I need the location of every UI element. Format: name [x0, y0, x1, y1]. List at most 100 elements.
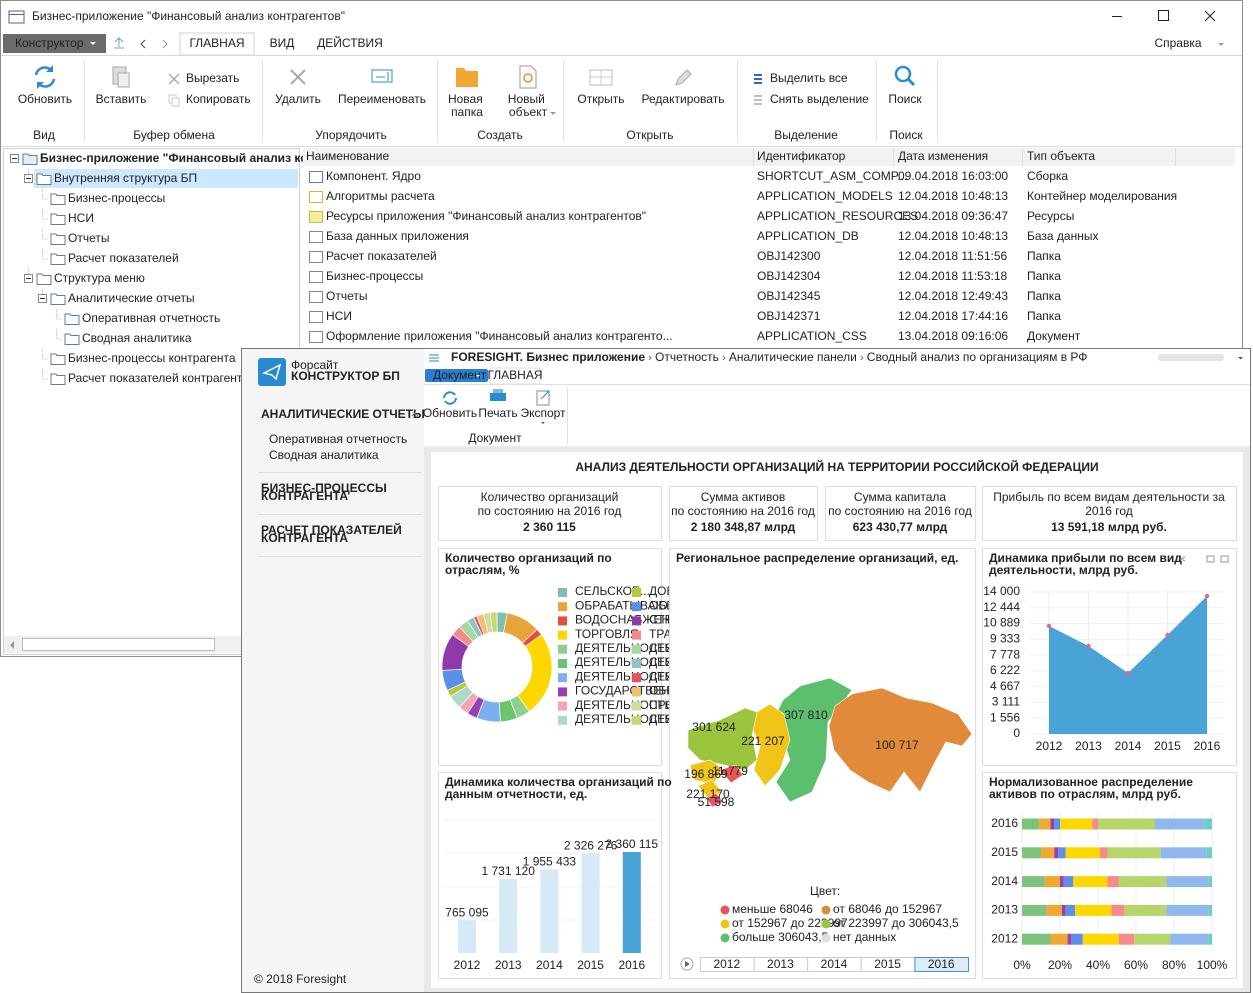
tree-icon	[50, 293, 66, 305]
ribbon-button[interactable]: Выделить все	[770, 71, 848, 85]
ribbon-tab[interactable]: ВИД	[270, 36, 295, 50]
kpi-card	[825, 486, 976, 541]
ribbon-button[interactable]: Поиск	[888, 92, 922, 106]
tree-item[interactable]: Бизнес-приложение "Финансовый анализ ко	[40, 151, 308, 165]
ribbon-button[interactable]: Снять выделение	[770, 92, 869, 106]
help-menu[interactable]: Справка	[1154, 36, 1201, 50]
table-cell[interactable]: Отчеты	[326, 289, 367, 303]
ribbon-button[interactable]: Новая папка	[448, 92, 486, 119]
ribbon-button[interactable]: Новый объект	[508, 92, 548, 119]
mode-button[interactable]	[3, 34, 106, 53]
ribbon-button[interactable]: Вырезать	[186, 71, 239, 85]
tree-item[interactable]: Оперативная отчетность	[82, 311, 220, 325]
x-tick-label: 2013	[495, 958, 522, 972]
ribbon-button[interactable]: Удалить	[275, 92, 321, 106]
legend-label: ДОБ	[649, 584, 674, 598]
ribbon-tab[interactable]: ГЛАВНАЯ	[189, 36, 244, 50]
toolbar-button[interactable]: Обновить	[423, 406, 477, 420]
column-header[interactable]: Идентификатор	[757, 149, 846, 163]
button-icon	[168, 73, 180, 85]
nav-section[interactable]: БИЗНЕС-ПРОЦЕССЫ	[261, 481, 387, 495]
map-region[interactable]	[687, 707, 758, 771]
column-header[interactable]: Наименование	[306, 149, 390, 163]
table-cell[interactable]: Расчет показателей	[326, 249, 437, 263]
kpi-label: Сумма активов	[701, 490, 786, 504]
ribbon-button[interactable]: Вставить	[96, 92, 147, 106]
nav-item[interactable]: Оперативная отчетность	[269, 432, 407, 446]
map-region[interactable]	[751, 703, 791, 787]
table-cell: 13.04.2018 09:16:06	[898, 329, 1008, 343]
legend-label: ДЕЯ	[649, 655, 674, 669]
bar-segment	[1054, 818, 1060, 830]
ribbon-tab[interactable]: ГЛАВНАЯ	[487, 368, 542, 382]
breadcrumb-item[interactable]: FORESIGHT. Бизнес приложение	[451, 350, 645, 364]
table-cell[interactable]: Ресурсы приложения "Финансовый анализ ко…	[326, 209, 646, 223]
button-icon	[754, 74, 762, 84]
nav-back[interactable]	[140, 39, 146, 49]
legend-label: ДЕЯТЕЛЬНОСТЬ	[575, 712, 672, 726]
table-cell[interactable]: Алгоритмы расчета	[326, 189, 435, 203]
document-menu[interactable]	[425, 369, 488, 382]
breadcrumb-item[interactable]: Сводный анализ по организациям в РФ	[867, 350, 1088, 364]
nav-item[interactable]: Сводная аналитика	[269, 448, 379, 462]
nav-section[interactable]: КОНТРАГЕНТА	[261, 489, 348, 503]
x-tick-label: 20%	[1048, 958, 1072, 972]
ribbon-button[interactable]: Обновить	[18, 92, 72, 106]
table-cell[interactable]: Компонент. Ядро	[326, 169, 421, 183]
button-icon	[371, 69, 393, 83]
chart-title: Динамика количества организаций по	[445, 775, 672, 789]
nav-up[interactable]	[114, 37, 124, 49]
ribbon-button[interactable]: Редактировать	[642, 92, 725, 106]
table-cell[interactable]: НСИ	[326, 309, 352, 323]
toolbar-button[interactable]: Экспорт	[520, 406, 566, 420]
bar-segment	[1075, 904, 1112, 916]
nav-section[interactable]: АНАЛИТИЧЕСКИЕ ОТЧЕТЫ	[261, 407, 425, 421]
y-tick-label: 2012	[991, 931, 1018, 945]
kpi-card	[669, 486, 818, 541]
map-region[interactable]	[828, 687, 973, 793]
tree-item[interactable]: Структура меню	[54, 271, 145, 285]
legend-swatch	[632, 588, 641, 597]
table-cell: Контейнер моделирования	[1027, 189, 1177, 203]
legend-swatch	[558, 602, 567, 612]
nav-section[interactable]: КОНТРАГЕНТА	[261, 531, 348, 545]
year-button[interactable]	[914, 957, 970, 972]
ribbon-tab[interactable]: ДЕЙСТВИЯ	[317, 35, 383, 50]
tree-item[interactable]: Бизнес-процессы контрагента	[68, 351, 236, 365]
maximize-button[interactable]	[1158, 10, 1169, 21]
tree-scroll-thumb[interactable]	[22, 638, 215, 651]
legend-label: ПРО	[649, 698, 675, 712]
nav-forward[interactable]	[162, 39, 168, 49]
table-cell[interactable]: Бизнес-процессы	[326, 269, 423, 283]
tree-item[interactable]: НСИ	[68, 211, 94, 225]
toolbar-button[interactable]: Печать	[478, 406, 517, 420]
point	[1204, 593, 1210, 599]
map-region[interactable]	[719, 764, 744, 784]
tree-item[interactable]: Отчеты	[68, 231, 109, 245]
bar-segment	[1022, 904, 1047, 916]
breadcrumb-item[interactable]: Аналитические панели	[729, 350, 857, 364]
bar-segment	[1206, 847, 1212, 859]
legend-swatch	[558, 630, 567, 640]
tree-item[interactable]: Бизнес-процессы	[68, 191, 165, 205]
ribbon-group-label: Открыть	[626, 128, 673, 142]
button-icon	[590, 70, 612, 85]
column-header[interactable]: Дата изменения	[898, 149, 988, 163]
map-region[interactable]	[706, 792, 724, 808]
breadcrumb-item[interactable]: Отчетность	[655, 350, 719, 364]
row-icon	[309, 211, 323, 223]
tree-item[interactable]: Расчет показателей контрагента	[68, 371, 249, 385]
tree-item[interactable]: Расчет показателей	[68, 251, 179, 265]
table-cell[interactable]: База данных приложения	[326, 229, 469, 243]
ribbon-button[interactable]: Копировать	[186, 92, 251, 106]
tree-item[interactable]: Аналитические отчеты	[68, 291, 195, 305]
ribbon-button[interactable]: Открыть	[577, 92, 624, 106]
column-header[interactable]: Тип объекта	[1027, 149, 1095, 163]
table-cell[interactable]: Оформление приложения "Финансовый анализ…	[326, 329, 673, 343]
tree-item[interactable]: Внутренняя структура БП	[54, 171, 197, 185]
ribbon-button[interactable]: Переименовать	[338, 92, 426, 106]
close-button[interactable]	[1204, 10, 1216, 22]
nav-section[interactable]: РАСЧЕТ ПОКАЗАТЕЛЕЙ	[261, 522, 402, 537]
map-region[interactable]	[689, 759, 723, 785]
tree-item[interactable]: Сводная аналитика	[82, 331, 192, 345]
